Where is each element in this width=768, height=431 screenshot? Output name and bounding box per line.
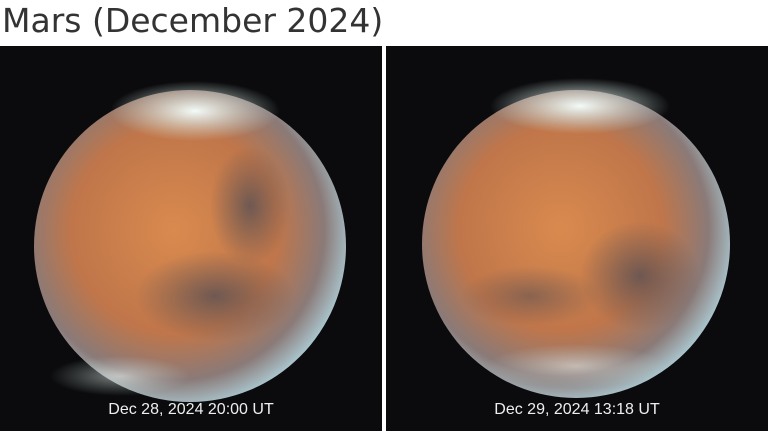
mars-left (34, 81, 346, 402)
caption: Dec 28, 2024 20:00 UT (108, 401, 274, 418)
page-title: Mars (December 2024) (2, 1, 384, 40)
image-area: Dec 28, 2024 20:00 UT Dec 29, 2024 13:18… (0, 46, 768, 431)
caption: Dec 29, 2024 13:18 UT (494, 401, 660, 418)
mars-right (422, 78, 730, 398)
